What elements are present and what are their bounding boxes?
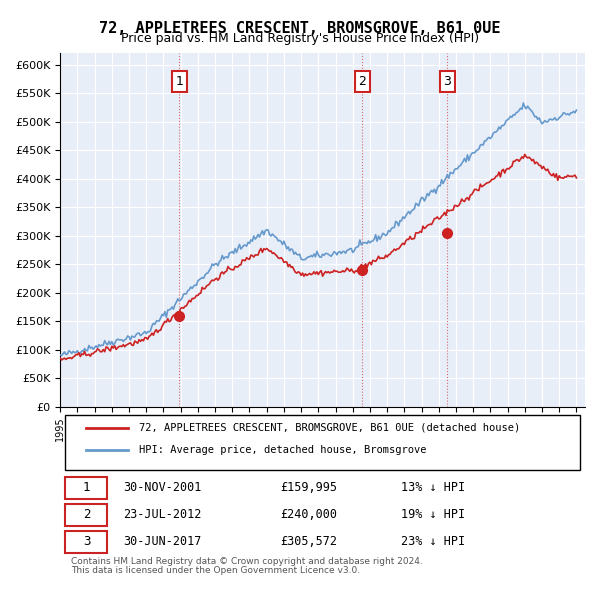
Text: 23-JUL-2012: 23-JUL-2012 <box>123 508 202 521</box>
Text: 3: 3 <box>443 75 451 88</box>
Text: £240,000: £240,000 <box>281 508 338 521</box>
Text: 3: 3 <box>83 536 90 549</box>
Text: HPI: Average price, detached house, Bromsgrove: HPI: Average price, detached house, Brom… <box>139 445 427 455</box>
FancyBboxPatch shape <box>65 415 580 470</box>
Text: 2: 2 <box>358 75 366 88</box>
Text: 2: 2 <box>83 508 90 521</box>
Text: This data is licensed under the Open Government Licence v3.0.: This data is licensed under the Open Gov… <box>71 566 360 575</box>
Text: 72, APPLETREES CRESCENT, BROMSGROVE, B61 0UE (detached house): 72, APPLETREES CRESCENT, BROMSGROVE, B61… <box>139 423 520 433</box>
Text: Contains HM Land Registry data © Crown copyright and database right 2024.: Contains HM Land Registry data © Crown c… <box>71 557 422 566</box>
Text: 1: 1 <box>83 481 90 494</box>
FancyBboxPatch shape <box>65 504 107 526</box>
FancyBboxPatch shape <box>65 477 107 499</box>
Text: Price paid vs. HM Land Registry's House Price Index (HPI): Price paid vs. HM Land Registry's House … <box>121 32 479 45</box>
Text: 30-NOV-2001: 30-NOV-2001 <box>123 481 202 494</box>
Text: 72, APPLETREES CRESCENT, BROMSGROVE, B61 0UE: 72, APPLETREES CRESCENT, BROMSGROVE, B61… <box>99 21 501 35</box>
Text: 1: 1 <box>175 75 183 88</box>
Text: 13% ↓ HPI: 13% ↓ HPI <box>401 481 466 494</box>
Text: 23% ↓ HPI: 23% ↓ HPI <box>401 536 466 549</box>
Text: £305,572: £305,572 <box>281 536 338 549</box>
Text: 19% ↓ HPI: 19% ↓ HPI <box>401 508 466 521</box>
Text: £159,995: £159,995 <box>281 481 338 494</box>
Text: 30-JUN-2017: 30-JUN-2017 <box>123 536 202 549</box>
FancyBboxPatch shape <box>65 532 107 553</box>
